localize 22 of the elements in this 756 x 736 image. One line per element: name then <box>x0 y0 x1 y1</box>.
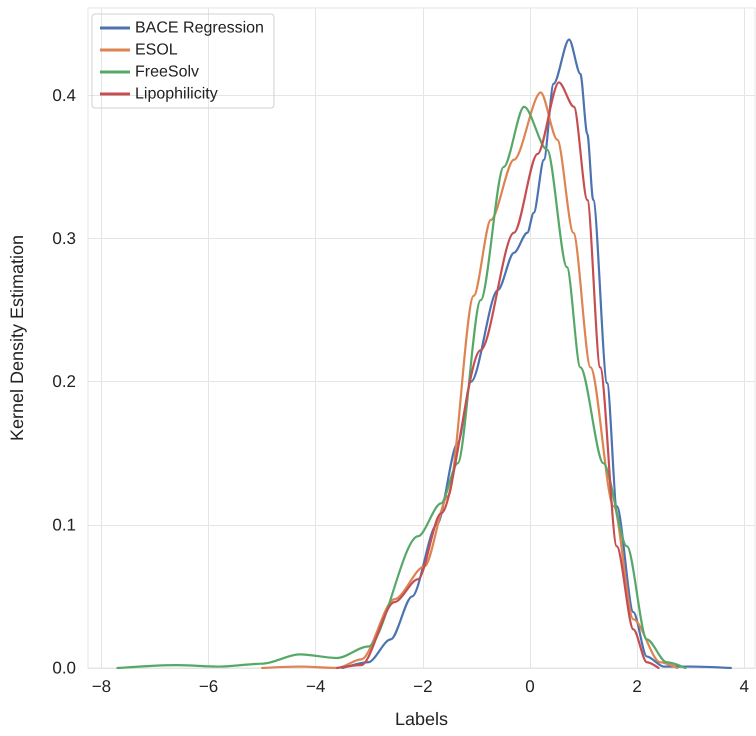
x-axis-title: Labels <box>394 709 448 729</box>
legend-label: BACE Regression <box>135 20 264 36</box>
line-series <box>336 81 660 670</box>
line-series <box>116 106 686 670</box>
line-series <box>261 91 678 670</box>
legend-label: Lipophilicity <box>135 86 218 102</box>
y-tick-label: 0.0 <box>52 658 76 678</box>
x-tick-label: 0 <box>525 677 535 696</box>
x-tick-label: −6 <box>198 677 218 696</box>
x-tick-label: −2 <box>413 677 433 696</box>
y-tick-label: 0.1 <box>52 515 76 534</box>
y-tick-label: 0.3 <box>52 229 76 248</box>
x-tick-label: −8 <box>92 677 112 696</box>
y-tick-label: 0.4 <box>52 86 76 105</box>
x-tick-label: −4 <box>306 677 326 696</box>
legend-label: FreeSolv <box>135 64 200 80</box>
line-series <box>341 38 732 670</box>
legend-label: ESOL <box>135 42 178 58</box>
x-tick-label: 4 <box>740 677 750 696</box>
x-tick-label: 2 <box>632 677 642 696</box>
y-tick-label: 0.2 <box>52 372 76 392</box>
y-axis-title: Kernel Density Estimation <box>7 234 27 442</box>
